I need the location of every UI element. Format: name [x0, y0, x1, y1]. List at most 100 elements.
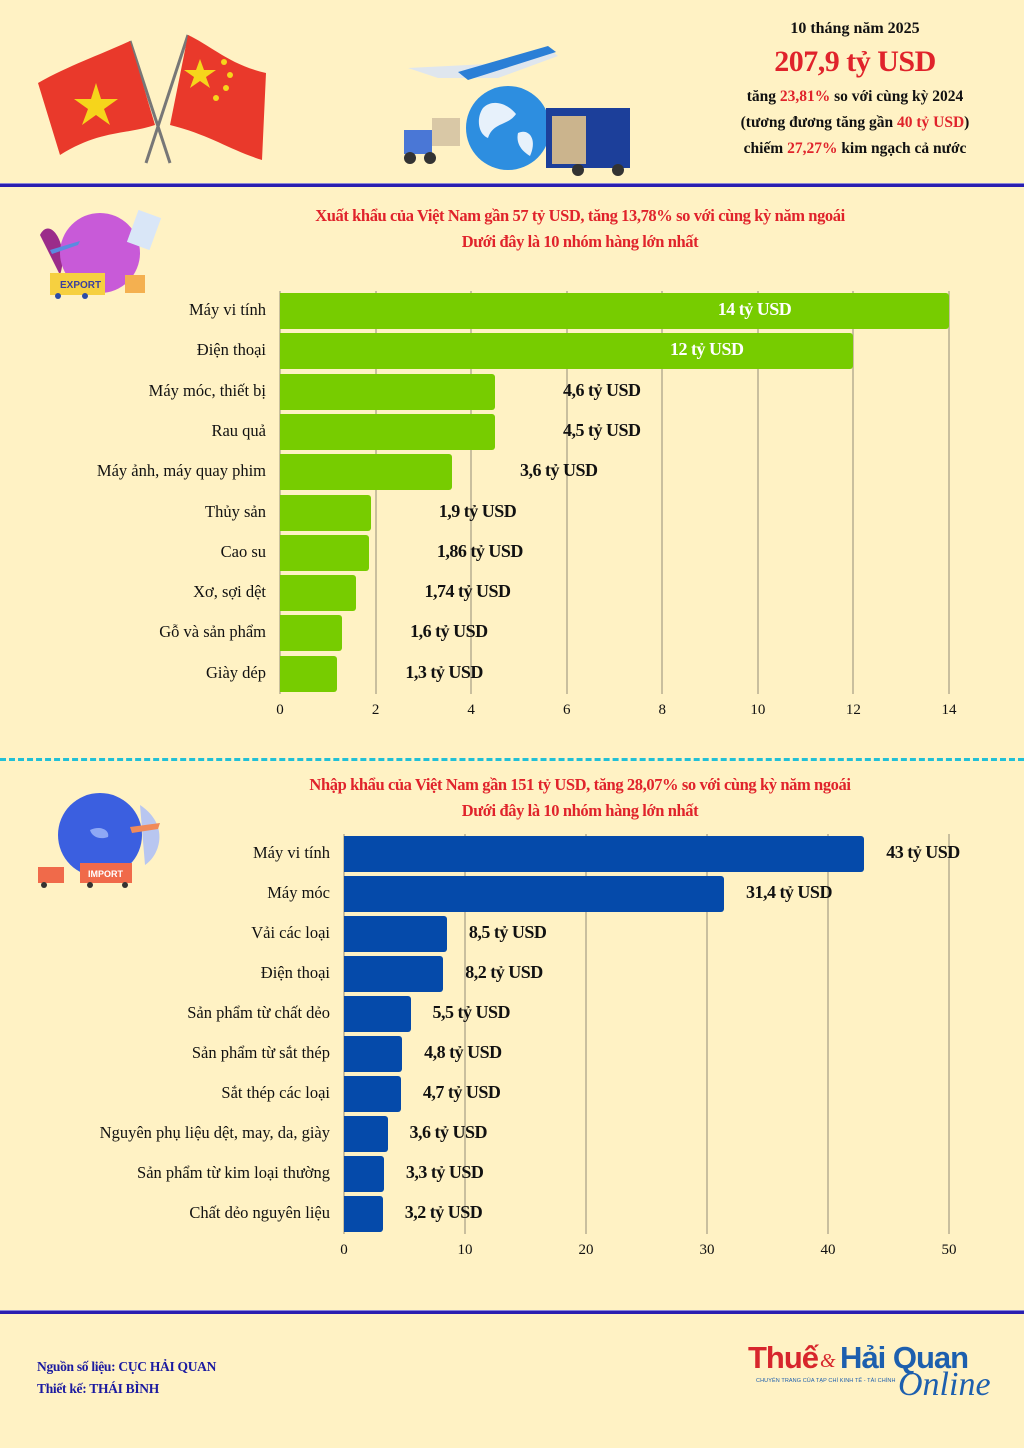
share-line: chiếm 27,27% kim ngạch cả nước	[743, 140, 967, 157]
x-tick-label: 20	[578, 1242, 594, 1258]
category-label: Xơ, sợi dệt	[193, 582, 266, 602]
gridline	[279, 291, 281, 694]
header-divider	[0, 183, 1024, 187]
value-label: 3,6 tỷ USD	[409, 1122, 488, 1142]
value-label: 8,2 tỷ USD	[465, 962, 543, 982]
bar	[344, 876, 724, 912]
section-divider	[0, 758, 1024, 761]
svg-text:IMPORT: IMPORT	[88, 869, 124, 879]
value-label: 12 tỷ USD	[669, 339, 744, 360]
designer-credit: Thiết kế: THÁI BÌNH	[37, 1381, 159, 1396]
import-bar-chart: 0 10 20 30 40 50 Máy vi tính 43 tỷ USD Máy móc 31…	[99, 834, 960, 1258]
export-illustration-icon: EXPORT	[40, 209, 162, 299]
import-title: Nhập khẩu của Việt Nam gần 151 tỷ USD, t…	[309, 775, 851, 820]
value-label: 1,6 tỷ USD	[410, 621, 488, 642]
bar	[280, 413, 496, 450]
category-label: Sắt thép các loại	[221, 1083, 330, 1102]
category-label: Gỗ và sản phẩm	[159, 622, 266, 642]
category-label: Chất dẻo nguyên liệu	[189, 1203, 330, 1222]
value-label: 3,2 tỷ USD	[404, 1202, 483, 1222]
total-value: 207,9 tỷ USD	[774, 45, 936, 78]
category-label: Sản phẩm từ kim loại thường	[137, 1163, 330, 1182]
import-illustration-icon: IMPORT	[38, 793, 160, 888]
category-label: Máy móc	[267, 883, 330, 902]
value-label: 4,5 tỷ USD	[563, 419, 641, 440]
x-tick-label: 14	[941, 702, 957, 718]
equivalent-line: (tương đương tăng gần 40 tỷ USD)	[740, 114, 970, 131]
period-label: 10 tháng năm 2025	[790, 20, 920, 37]
category-label: Sản phẩm từ chất dẻo	[187, 1003, 330, 1022]
value-label: 43 tỷ USD	[886, 842, 960, 862]
value-label: 31,4 tỷ USD	[745, 882, 833, 902]
value-label: 1,74 tỷ USD	[424, 581, 511, 602]
x-tick-label: 10	[457, 1242, 473, 1258]
gridline	[585, 834, 587, 1234]
footer-divider	[0, 1310, 1024, 1314]
value-label: 3,6 tỷ USD	[520, 460, 598, 481]
x-tick-label: 0	[276, 702, 284, 718]
source-credit: Nguồn số liệu: CỤC HẢI QUAN	[37, 1359, 217, 1374]
svg-text:EXPORT: EXPORT	[60, 280, 101, 291]
vietnam-china-flags-icon	[38, 34, 266, 164]
value-label: 4,8 tỷ USD	[424, 1042, 502, 1062]
bar	[344, 1156, 384, 1192]
category-label: Thủy sản	[205, 501, 266, 521]
bar	[280, 373, 496, 410]
value-label: 1,3 tỷ USD	[405, 661, 483, 682]
thue-hai-quan-logo: Thuế & Hải Quan CHUYÊN TRANG CỦA TẠP CHÍ…	[748, 1340, 991, 1403]
value-label: 1,86 tỷ USD	[436, 540, 524, 561]
growth-line: tăng 23,81% so với cùng kỳ 2024	[746, 88, 964, 105]
category-label: Máy ảnh, máy quay phim	[96, 461, 266, 481]
category-label: Máy vi tính	[189, 300, 266, 319]
bar	[280, 333, 854, 370]
x-tick-label: 4	[467, 702, 475, 718]
bar	[344, 1116, 388, 1152]
category-label: Điện thoại	[260, 963, 330, 982]
x-tick-label: 12	[845, 702, 861, 718]
export-title: Xuất khẩu của Việt Nam gần 57 tỷ USD, tă…	[315, 206, 845, 251]
value-label: 8,5 tỷ USD	[468, 922, 547, 942]
gridline	[374, 291, 377, 694]
logistics-globe-icon	[404, 46, 630, 176]
gridline	[852, 291, 855, 694]
bar	[344, 836, 865, 872]
bar	[344, 996, 411, 1032]
x-tick-label: 8	[658, 702, 667, 718]
category-label: Nguyên phụ liệu dệt, may, da, giày	[99, 1123, 330, 1142]
bar	[280, 494, 371, 531]
value-label: 4,7 tỷ USD	[422, 1082, 501, 1102]
bar	[280, 454, 453, 491]
bar	[344, 916, 447, 952]
export-bar-chart: 0 2 4 6 8 10 12 14 Máy vi tính 14 tỷ USD Điện thoạ…	[96, 291, 957, 718]
category-label: Rau quả	[211, 420, 266, 440]
bar	[344, 1196, 383, 1232]
bar	[280, 293, 949, 329]
gridline	[706, 834, 708, 1234]
category-label: Vải các loại	[251, 923, 330, 942]
category-label: Điện thoại	[196, 340, 266, 360]
x-tick-label: 10	[750, 702, 766, 718]
x-tick-label: 6	[562, 702, 571, 718]
category-label: Sản phẩm từ sắt thép	[191, 1043, 330, 1062]
value-label: 5,5 tỷ USD	[432, 1002, 511, 1022]
bar	[280, 615, 343, 652]
value-label: 1,9 tỷ USD	[438, 500, 517, 521]
gridline	[661, 291, 664, 694]
value-label: 14 tỷ USD	[717, 299, 792, 319]
category-label: Máy vi tính	[253, 843, 330, 862]
credits: Nguồn số liệu: CỤC HẢI QUAN Thiết kế: TH…	[37, 1356, 216, 1400]
bar	[280, 575, 357, 612]
gridline	[565, 291, 568, 694]
bar	[280, 655, 338, 692]
gridline	[948, 834, 950, 1234]
gridline	[464, 834, 466, 1234]
gridline	[756, 291, 759, 694]
x-tick-label: 50	[941, 1242, 957, 1258]
value-label: 3,3 tỷ USD	[405, 1162, 484, 1182]
gridline	[343, 834, 345, 1234]
x-tick-label: 40	[820, 1242, 836, 1258]
bar	[280, 534, 369, 571]
x-tick-label: 2	[371, 702, 380, 718]
category-label: Giày dép	[205, 662, 266, 682]
gridline	[470, 291, 473, 694]
